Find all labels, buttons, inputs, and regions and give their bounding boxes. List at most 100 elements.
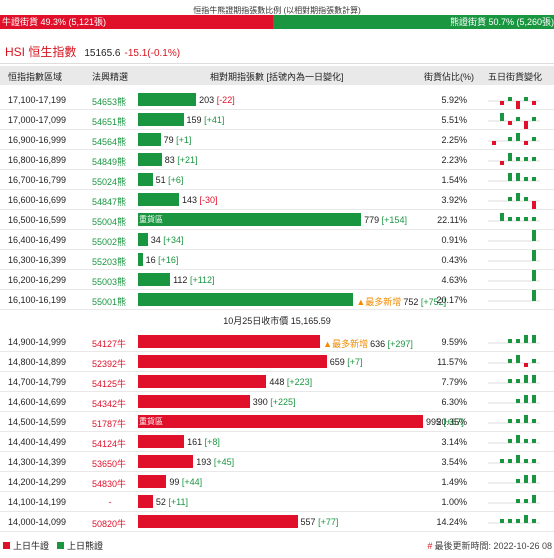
warrant-code-link[interactable]: 54124牛: [92, 439, 127, 449]
contracts-number: 193: [196, 457, 212, 467]
warrant-code-link[interactable]: 55024熊: [92, 177, 127, 187]
contracts-number: 51: [155, 175, 166, 185]
warrant-code-link[interactable]: 50820牛: [92, 519, 127, 529]
warrant-code-link[interactable]: 55002熊: [92, 237, 127, 247]
sparkline-bar: [516, 339, 520, 343]
warrant-code-link[interactable]: 54564熊: [92, 137, 127, 147]
heavy-zone-tag: 重貨區: [139, 417, 163, 426]
sparkline-bar: [516, 117, 520, 121]
warrant-code-link[interactable]: 53650牛: [92, 459, 127, 469]
contracts-value: 995 [+67]: [426, 417, 464, 427]
sparkline-bar: [516, 455, 520, 463]
range-cell: 16,500-16,599: [8, 215, 67, 225]
legend-bear-swatch: [57, 542, 65, 549]
contracts-bar: [138, 475, 167, 488]
col-contracts: 相對期指張數 [括號內為一日變化]: [210, 72, 344, 82]
range-cell: 14,700-14,799: [8, 377, 67, 387]
warrant-code-link[interactable]: 55003熊: [92, 277, 127, 287]
share-percent: 1.49%: [441, 477, 467, 487]
sparkline-bar: [508, 137, 512, 141]
five-day-sparkline: [488, 193, 540, 209]
contracts-value: 390 [+225]: [253, 397, 296, 407]
contracts-bar: [138, 293, 354, 306]
contracts-value: 161 [+8]: [187, 437, 220, 447]
sparkline-bar: [532, 495, 536, 503]
five-day-sparkline: [488, 435, 540, 444]
sparkline-bar: [532, 230, 536, 241]
contracts-value: 52 [+11]: [156, 497, 188, 507]
warrant-code-link[interactable]: 54125牛: [92, 379, 127, 389]
five-day-sparkline: [488, 270, 540, 282]
five-day-sparkline: [488, 495, 540, 504]
contracts-number: 159: [186, 115, 202, 125]
share-percent: 11.57%: [437, 357, 467, 367]
warrant-code-link[interactable]: 54342牛: [92, 399, 127, 409]
daily-change: [+7]: [347, 357, 363, 367]
share-percent: 3.92%: [441, 195, 467, 205]
warrant-code-link[interactable]: 54653熊: [92, 97, 127, 107]
range-cell: 14,300-14,399: [8, 457, 67, 467]
five-day-sparkline: [488, 375, 540, 384]
daily-change: [+752]: [420, 297, 447, 307]
sparkline-bar: [524, 157, 528, 161]
sparkline-bar: [524, 121, 528, 129]
range-cell: 16,200-16,299: [8, 275, 67, 285]
sparkline-bar: [516, 101, 520, 109]
contracts-bar: [138, 515, 298, 528]
share-percent: 20.17%: [436, 295, 467, 305]
col-pct: 街貨佔比(%): [424, 72, 474, 82]
most-added-tag: ▲最多新增: [323, 339, 369, 349]
range-cell: 16,900-16,999: [8, 135, 67, 145]
sparkline-bar: [508, 97, 512, 101]
range-cell: 14,100-14,199: [8, 497, 67, 507]
share-percent: 7.79%: [441, 377, 467, 387]
daily-change: [+297]: [387, 339, 413, 349]
sparkline-bar: [516, 399, 520, 403]
daily-change: [+45]: [213, 457, 235, 467]
daily-change: [+112]: [189, 275, 215, 285]
legend-bull-swatch: [3, 542, 10, 549]
sparkline-bar: [532, 117, 536, 121]
sparkline-bar: [524, 475, 528, 483]
warrant-code-link[interactable]: 54127牛: [92, 339, 127, 349]
warrant-code-link[interactable]: 54847熊: [92, 197, 127, 207]
contracts-value: 51 [+6]: [156, 175, 184, 185]
share-percent: 6.30%: [441, 397, 467, 407]
range-cell: 17,100-17,199: [8, 95, 67, 105]
warrant-code-link[interactable]: 55004熊: [92, 217, 127, 227]
contracts-value: 34 [+34]: [151, 235, 184, 245]
contracts-number: 52: [155, 497, 166, 507]
five-day-sparkline: [488, 153, 540, 165]
warrant-code-link[interactable]: 51787牛: [92, 419, 127, 429]
warrant-code-link[interactable]: 55001熊: [92, 297, 127, 307]
range-cell: 14,000-14,099: [8, 517, 67, 527]
legend-bear: 上日熊證: [57, 539, 103, 552]
table-row: 14,900-14,999 54127牛 ▲最多新增 636 [+297] 9.59%: [0, 332, 554, 352]
contracts-bar: [138, 395, 250, 408]
sparkline-bar: [532, 395, 536, 403]
sparkline-bar: [532, 375, 536, 383]
daily-change: [+223]: [286, 377, 313, 387]
contracts-number: 161: [187, 437, 203, 447]
table-row: 14,200-14,299 54830牛 99 [+44] 1.49%: [0, 472, 554, 492]
sparkline-bar: [524, 335, 528, 343]
sparkline-bar: [516, 499, 520, 503]
sparkline-bar: [524, 439, 528, 443]
table-row: 14,100-14,199 - 52 [+11] 1.00%: [0, 492, 554, 512]
warrant-code-link[interactable]: 54830牛: [92, 479, 127, 489]
daily-change: [+16]: [158, 255, 179, 265]
share-percent: 22.11%: [437, 215, 467, 225]
warrant-code-link[interactable]: 55203熊: [92, 257, 127, 267]
warrant-code-link[interactable]: 54849熊: [92, 157, 127, 167]
table-row: 16,200-16,299 55003熊 112 [+112] 4.63%: [0, 270, 554, 290]
contracts-value: 16 [+16]: [146, 255, 179, 265]
five-day-sparkline: [488, 173, 540, 182]
sparkline-bar: [500, 161, 504, 165]
range-cell: 14,500-14,599: [8, 417, 67, 427]
sparkline-bar: [500, 213, 504, 221]
warrant-code-link[interactable]: 54651熊: [92, 117, 127, 127]
warrant-code-link[interactable]: 52392牛: [92, 359, 127, 369]
five-day-sparkline: [488, 97, 540, 109]
bull-ratio-segment: 牛證街貨 49.3% (5,121張): [0, 15, 274, 29]
contracts-bar: [138, 173, 153, 186]
